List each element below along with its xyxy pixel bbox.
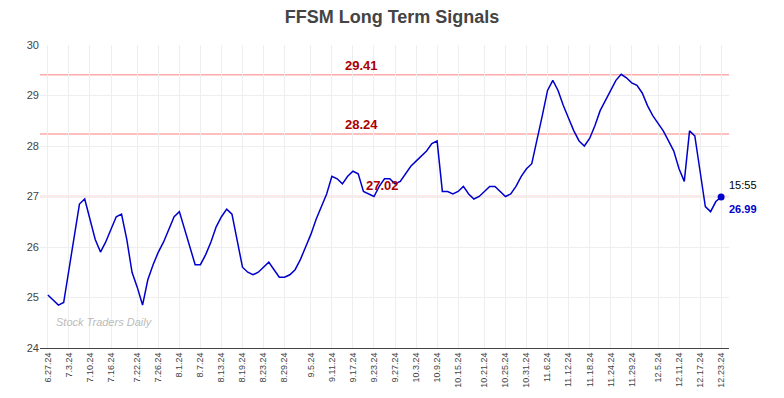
svg-text:8.19.24: 8.19.24 [237,353,247,383]
svg-text:9.11.24: 9.11.24 [327,353,337,382]
svg-text:25: 25 [27,291,39,303]
svg-text:9.5.24: 9.5.24 [306,353,316,378]
svg-text:7.22.24: 7.22.24 [132,353,142,383]
svg-text:9.17.24: 9.17.24 [348,353,358,383]
svg-text:28.24: 28.24 [345,117,378,132]
svg-text:8.29.24: 8.29.24 [279,353,289,383]
svg-text:12.11.24: 12.11.24 [674,353,684,387]
svg-text:11.24.24: 11.24.24 [606,353,616,387]
svg-text:9.23.24: 9.23.24 [369,353,379,383]
svg-text:7.10.24: 7.10.24 [85,353,95,383]
svg-text:12.23.24: 12.23.24 [716,353,726,388]
svg-text:10.15.24: 10.15.24 [453,353,463,388]
svg-text:8.23.24: 8.23.24 [258,353,268,383]
svg-text:FFSM Long Term Signals: FFSM Long Term Signals [285,7,500,27]
svg-text:7.26.24: 7.26.24 [153,353,163,383]
svg-text:8.7.24: 8.7.24 [195,353,205,378]
svg-text:26: 26 [27,241,39,253]
svg-text:27: 27 [27,190,39,202]
svg-text:26.99: 26.99 [729,203,757,215]
svg-text:10.25.24: 10.25.24 [500,353,510,388]
svg-text:11.6.24: 11.6.24 [542,353,552,382]
svg-text:15:55: 15:55 [729,179,757,191]
svg-text:8.13.24: 8.13.24 [216,353,226,383]
svg-text:7.16.24: 7.16.24 [106,353,116,383]
svg-text:Stock Traders Daily: Stock Traders Daily [56,316,153,328]
svg-text:29: 29 [27,89,39,101]
svg-text:8.1.24: 8.1.24 [174,353,184,378]
svg-text:10.21.24: 10.21.24 [479,353,489,388]
svg-text:10.31.24: 10.31.24 [521,353,531,388]
svg-text:29.41: 29.41 [345,58,378,73]
svg-text:10.3.24: 10.3.24 [411,353,421,383]
svg-text:11.29.24: 11.29.24 [627,353,637,387]
svg-text:12.17.24: 12.17.24 [695,353,705,388]
svg-text:28: 28 [27,140,39,152]
svg-text:10.9.24: 10.9.24 [432,353,442,383]
svg-text:9.27.24: 9.27.24 [390,353,400,383]
svg-text:7.3.24: 7.3.24 [64,353,74,378]
svg-text:11.12.24: 11.12.24 [564,353,574,387]
svg-text:11.18.24: 11.18.24 [585,353,595,387]
svg-text:27.02: 27.02 [366,178,399,193]
svg-text:6.27.24: 6.27.24 [43,353,53,383]
svg-text:30: 30 [27,39,39,51]
svg-text:12.5.24: 12.5.24 [653,353,663,383]
svg-text:24: 24 [27,342,39,354]
